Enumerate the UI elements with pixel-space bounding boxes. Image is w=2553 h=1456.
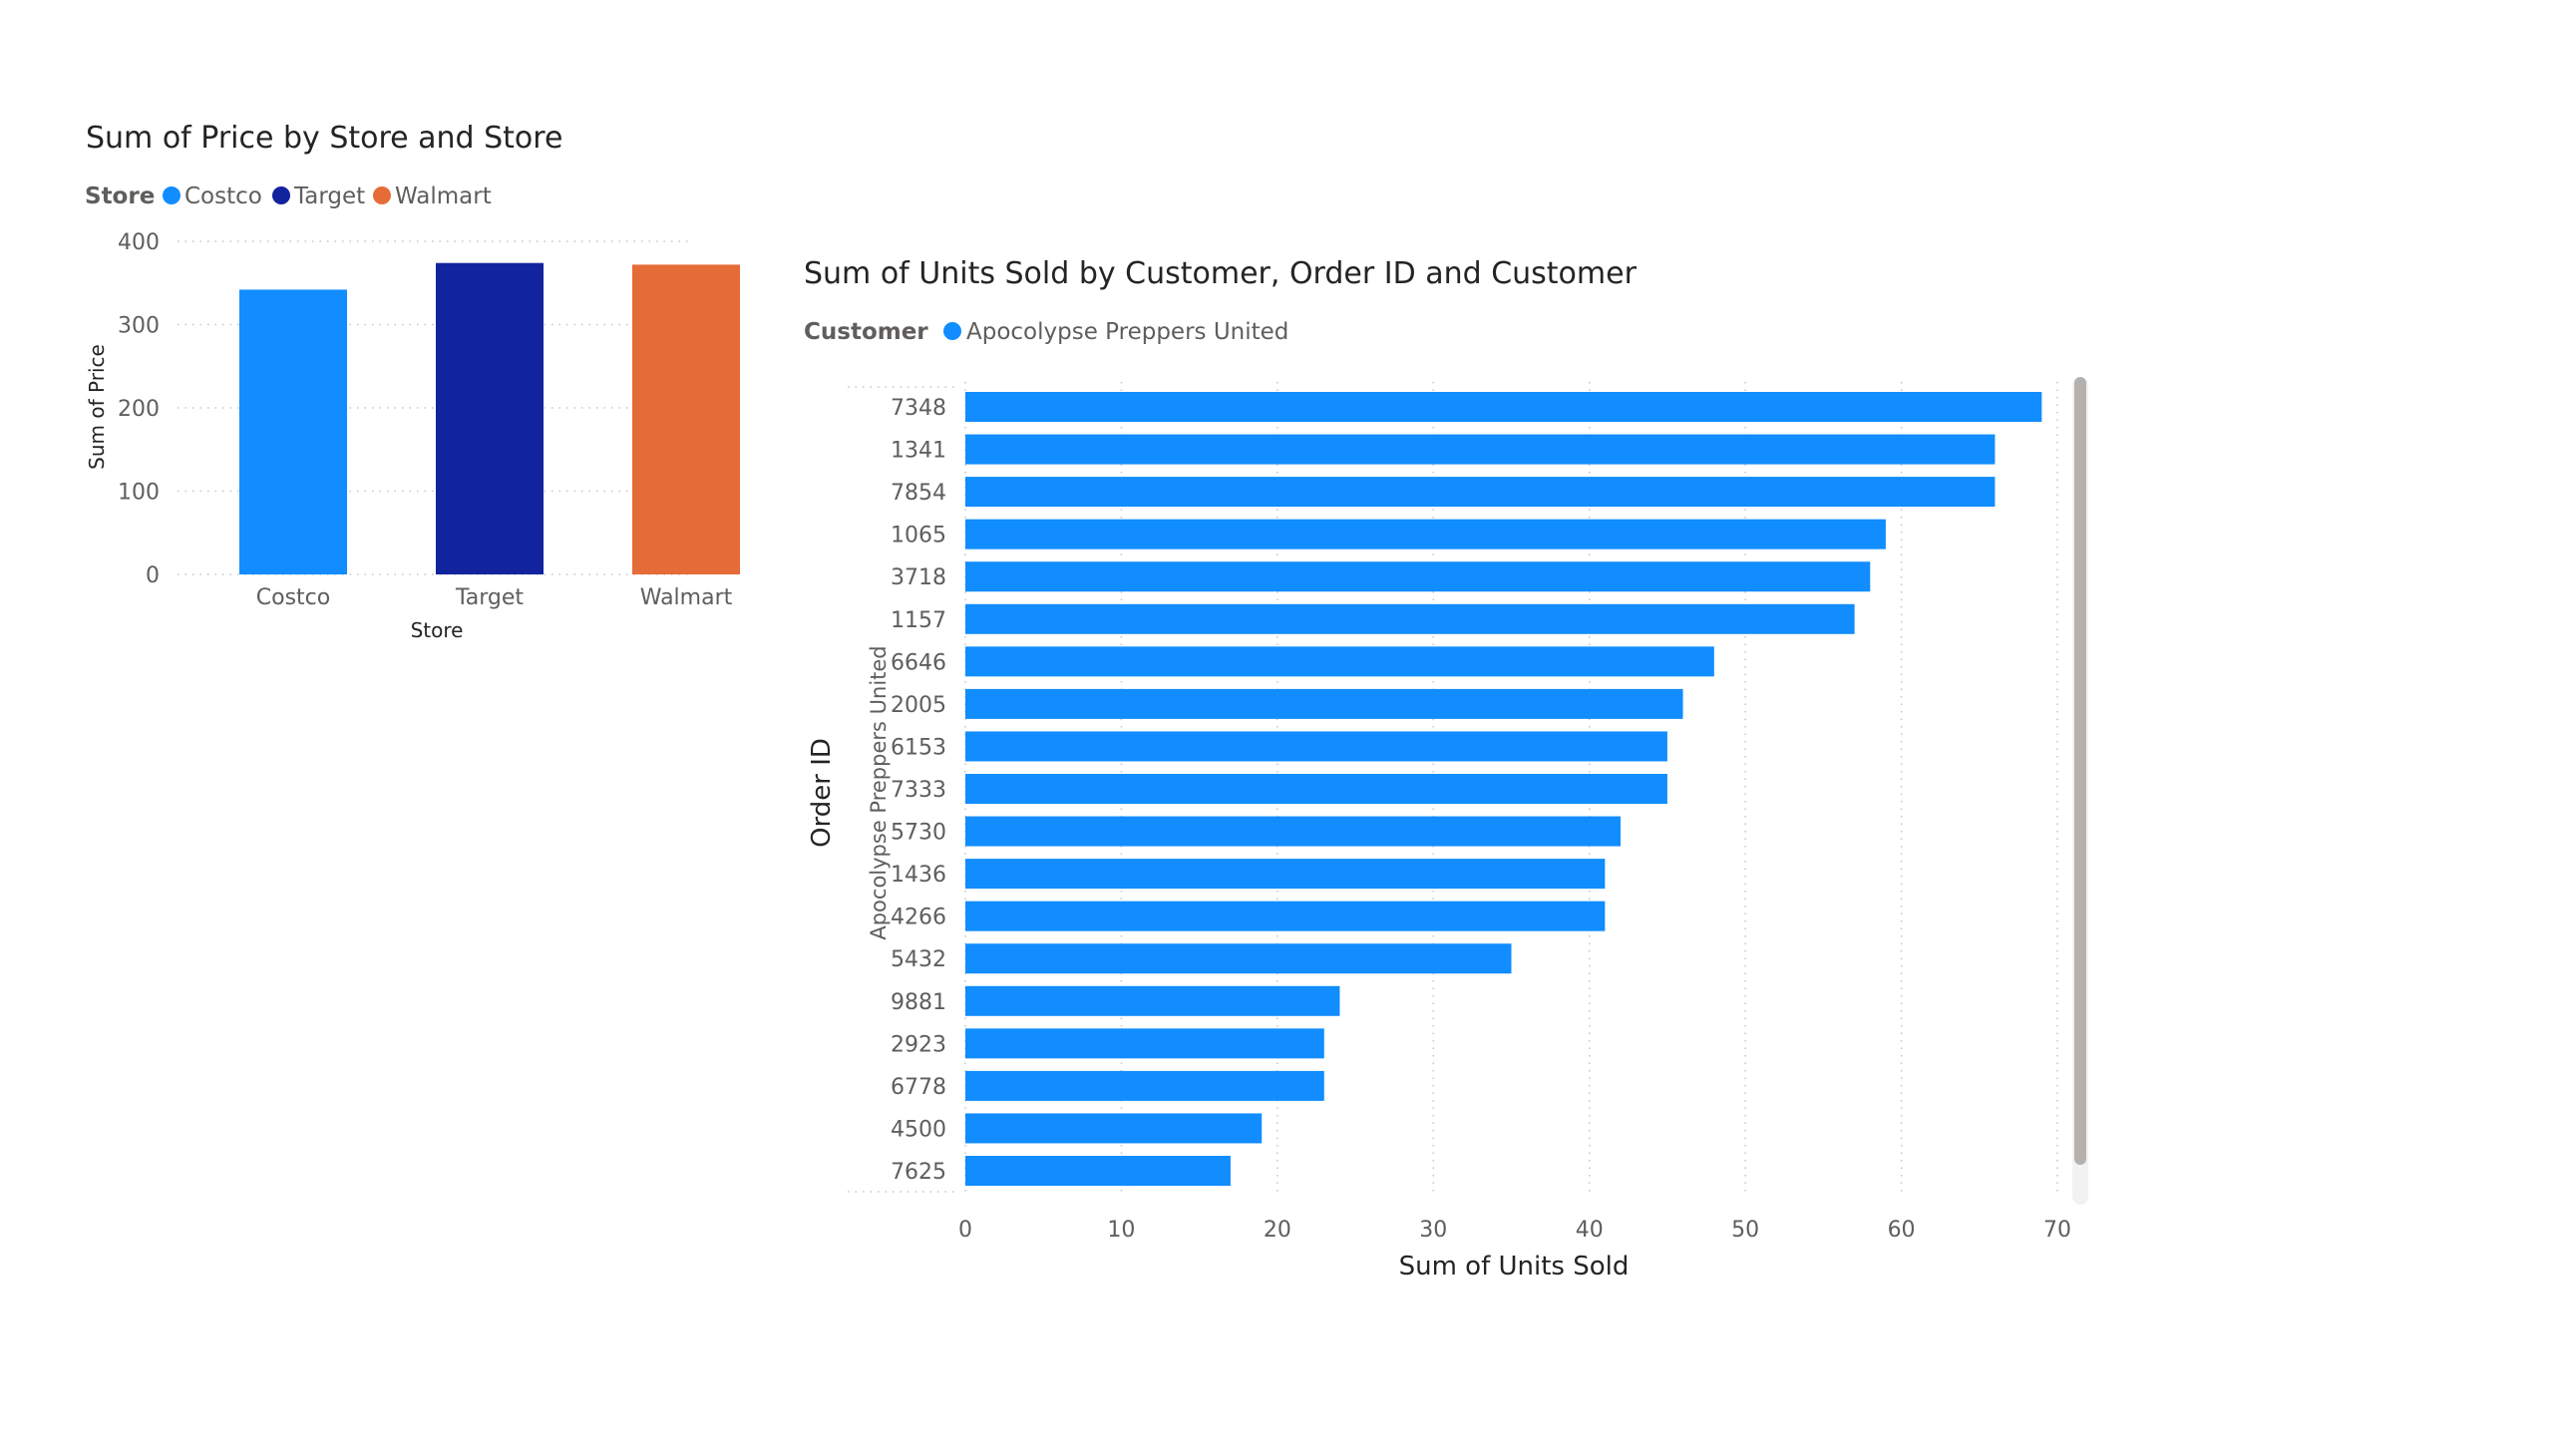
legend-marker-costco <box>163 186 181 204</box>
legend-label-target: Target <box>293 183 365 209</box>
chart-2-scrollbar[interactable] <box>2072 377 2088 1205</box>
y-tick-label-5432: 5432 <box>891 947 946 972</box>
chart-2-gridlines <box>848 382 2058 1194</box>
bar-order-1341[interactable] <box>965 434 1996 465</box>
bar-order-3718[interactable] <box>965 561 1871 592</box>
chart-2-title: Sum of Units Sold by Customer, Order ID … <box>804 256 1638 291</box>
bar-order-6778[interactable] <box>965 1070 1324 1101</box>
chart-2-legend[interactable]: Customer Apocolypse Preppers United <box>804 319 1288 345</box>
scrollbar-thumb[interactable] <box>2074 377 2086 1165</box>
bar-order-1157[interactable] <box>965 603 1855 634</box>
y-tick-label-5730: 5730 <box>891 821 946 846</box>
legend-marker-apocolypse-preppers-united <box>943 322 961 340</box>
x-tick-label: 20 <box>1264 1218 1291 1243</box>
chart-2-x-tick-labels: 0 10 20 30 40 50 60 70 <box>958 1218 2071 1243</box>
y-tick-label-6778: 6778 <box>891 1075 946 1100</box>
bar-target[interactable] <box>436 262 544 574</box>
legend-label-costco: Costco <box>184 183 262 209</box>
y-tick-label-6646: 6646 <box>891 650 946 675</box>
y-tick-label: 0 <box>146 563 160 588</box>
legend-marker-target <box>272 186 290 204</box>
legend-label-walmart: Walmart <box>395 183 492 209</box>
bar-order-7625[interactable] <box>965 1156 1231 1186</box>
y-tick-label-1436: 1436 <box>891 863 946 888</box>
y-tick-label: 300 <box>118 314 160 339</box>
x-tick-label: 0 <box>958 1218 972 1243</box>
x-tick-label: 30 <box>1419 1218 1447 1243</box>
bar-order-2923[interactable] <box>965 1028 1324 1059</box>
legend-item-target[interactable]: Target <box>272 183 365 209</box>
bar-order-5432[interactable] <box>965 943 1512 974</box>
bar-order-5730[interactable] <box>965 816 1621 847</box>
x-tick-label: 70 <box>2043 1218 2071 1243</box>
bar-order-4500[interactable] <box>965 1113 1263 1144</box>
bar-order-4266[interactable] <box>965 901 1606 931</box>
bar-walmart[interactable] <box>632 264 740 574</box>
chart-1-x-tick-labels: Costco Target Walmart <box>256 585 733 610</box>
legend-item-costco[interactable]: Costco <box>163 183 262 209</box>
bar-order-9881[interactable] <box>965 985 1340 1016</box>
y-tick-label: 400 <box>118 230 160 255</box>
bar-order-6153[interactable] <box>965 731 1667 762</box>
chart-2-y-tick-labels: 7348 1341 7854 1065 3718 1157 6646 2005 6153 7333… <box>891 396 946 1185</box>
chart-1-y-tick-labels: 0 100 200 300 400 <box>118 230 160 588</box>
y-tick-label-2005: 2005 <box>891 693 946 718</box>
legend-marker-walmart <box>373 186 391 204</box>
y-tick-label-1157: 1157 <box>891 608 946 633</box>
y-tick-label-4266: 4266 <box>891 906 946 930</box>
bar-order-1436[interactable] <box>965 859 1606 890</box>
legend-label-apocolypse-preppers-united: Apocolypse Preppers United <box>966 319 1288 345</box>
x-tick-label-costco: Costco <box>256 585 330 610</box>
y-tick-label-3718: 3718 <box>891 565 946 590</box>
x-tick-label: 40 <box>1576 1218 1604 1243</box>
chart-2-bars[interactable] <box>965 392 2042 1186</box>
chart-1-legend[interactable]: Store Costco Target Walmart <box>85 183 492 209</box>
bar-order-7348[interactable] <box>965 392 2042 422</box>
y-tick-label-4500: 4500 <box>891 1117 946 1142</box>
y-tick-label-7854: 7854 <box>891 481 946 506</box>
bar-order-7333[interactable] <box>965 774 1667 804</box>
chart-1-title: Sum of Price by Store and Store <box>86 121 562 156</box>
legend-item-apocolypse-preppers-united[interactable]: Apocolypse Preppers United <box>943 319 1288 345</box>
bar-costco[interactable] <box>239 289 347 574</box>
chart-2-x-axis-title: Sum of Units Sold <box>1399 1252 1630 1281</box>
chart-2-group-label: Apocolypse Preppers United <box>867 645 891 939</box>
y-tick-label-1065: 1065 <box>891 524 946 548</box>
chart-1-gridlines <box>178 240 688 575</box>
bar-order-7854[interactable] <box>965 477 1996 508</box>
y-tick-label-7348: 7348 <box>891 396 946 421</box>
chart-1-x-axis-title: Store <box>411 618 464 642</box>
y-tick-label: 200 <box>118 397 160 422</box>
y-tick-label-7625: 7625 <box>891 1160 946 1185</box>
x-tick-label: 10 <box>1107 1218 1135 1243</box>
y-tick-label: 100 <box>118 481 160 506</box>
y-tick-label-2923: 2923 <box>891 1032 946 1057</box>
y-tick-label-7333: 7333 <box>891 778 946 803</box>
chart-2-legend-title: Customer <box>804 319 928 345</box>
x-tick-label: 50 <box>1731 1218 1759 1243</box>
price-by-store-chart[interactable]: Sum of Price by Store and Store Store Co… <box>85 121 740 642</box>
y-tick-label-6153: 6153 <box>891 735 946 760</box>
chart-1-bars[interactable] <box>239 262 740 574</box>
chart-2-y-axis-title: Order ID <box>807 738 837 848</box>
y-tick-label-1341: 1341 <box>891 439 946 464</box>
y-tick-label-9881: 9881 <box>891 990 946 1015</box>
chart-1-legend-title: Store <box>85 183 155 209</box>
units-sold-chart[interactable]: Sum of Units Sold by Customer, Order ID … <box>804 256 2088 1281</box>
x-tick-label: 60 <box>1888 1218 1916 1243</box>
legend-item-walmart[interactable]: Walmart <box>373 183 492 209</box>
bar-order-6646[interactable] <box>965 646 1714 677</box>
x-tick-label-walmart: Walmart <box>640 585 733 610</box>
bar-order-2005[interactable] <box>965 688 1683 719</box>
chart-1-y-axis-title: Sum of Price <box>85 344 109 470</box>
x-tick-label-target: Target <box>455 585 524 610</box>
bar-order-1065[interactable] <box>965 519 1886 549</box>
